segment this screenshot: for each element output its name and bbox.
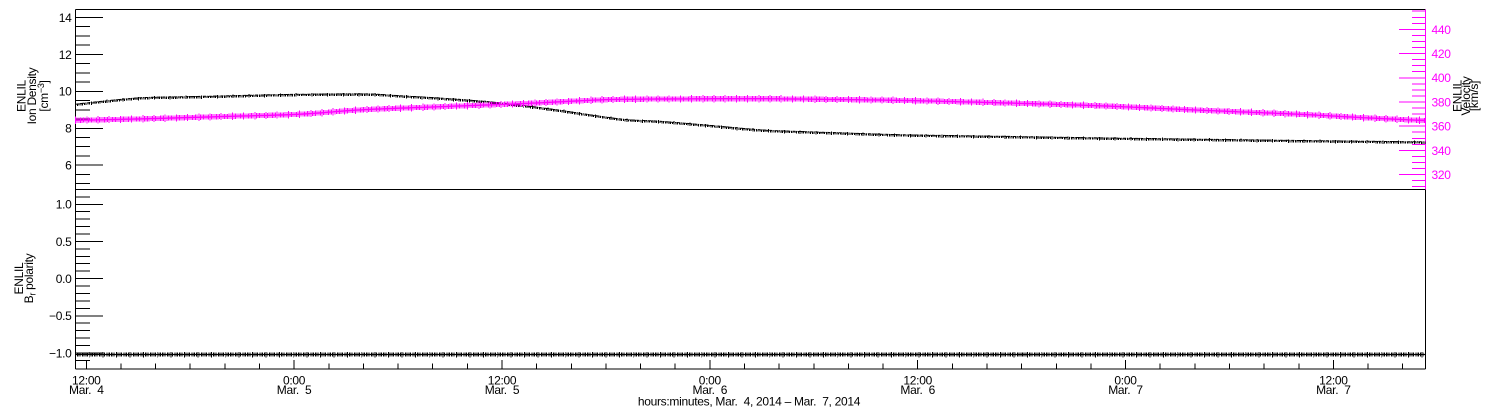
svg-text:360: 360 (1432, 120, 1452, 134)
svg-text:Mar. 5: Mar. 5 (277, 383, 312, 397)
svg-text:10: 10 (59, 85, 72, 99)
svg-text:ENLIL: ENLIL (12, 262, 26, 294)
svg-text:1.0: 1.0 (56, 198, 72, 212)
svg-text:Mar. 5: Mar. 5 (485, 383, 520, 397)
svg-text:0:00: 0:00 (1114, 373, 1137, 387)
svg-text:320: 320 (1432, 168, 1452, 182)
svg-text:0.5: 0.5 (56, 235, 72, 249)
svg-text:6: 6 (65, 159, 72, 173)
svg-text:ENLIL: ENLIL (1451, 79, 1465, 111)
svg-text:400: 400 (1432, 71, 1452, 85)
svg-text:Mar. 7: Mar. 7 (1316, 383, 1351, 397)
svg-text:340: 340 (1432, 144, 1452, 158)
svg-text:380: 380 (1432, 95, 1452, 109)
svg-text:12:00: 12:00 (1319, 373, 1348, 387)
svg-text:440: 440 (1432, 23, 1452, 37)
svg-text:420: 420 (1432, 47, 1452, 61)
svg-text:ENLIL: ENLIL (15, 79, 29, 111)
svg-text:Mar. 6: Mar. 6 (900, 383, 935, 397)
svg-text:12:00: 12:00 (72, 373, 101, 387)
svg-text:Velocity: Velocity (1459, 76, 1473, 115)
svg-text:0:00: 0:00 (699, 373, 722, 387)
svg-text:Mar. 6: Mar. 6 (693, 383, 728, 397)
svg-text:12:00: 12:00 (488, 373, 517, 387)
svg-text:14: 14 (59, 11, 72, 25)
svg-text:[km/s]: [km/s] (1467, 81, 1481, 111)
svg-text:hours:minutes, Mar. 4, 2014 –: hours:minutes, Mar. 4, 2014 – Mar. 7, 20… (638, 395, 861, 409)
svg-text:8: 8 (65, 122, 72, 136)
svg-text:0:00: 0:00 (283, 373, 306, 387)
svg-text:Ion Density: Ion Density (25, 67, 39, 124)
svg-text:0.0: 0.0 (56, 272, 72, 286)
svg-text:−0.5: −0.5 (49, 309, 72, 323)
svg-text:12: 12 (59, 48, 72, 62)
svg-text:Mar. 4: Mar. 4 (69, 383, 104, 397)
svg-text:12:00: 12:00 (903, 373, 932, 387)
svg-text:−1.0: −1.0 (49, 346, 72, 360)
svg-text:Mar. 7: Mar. 7 (1108, 383, 1143, 397)
svg-text:Br polarity: Br polarity (22, 253, 38, 303)
